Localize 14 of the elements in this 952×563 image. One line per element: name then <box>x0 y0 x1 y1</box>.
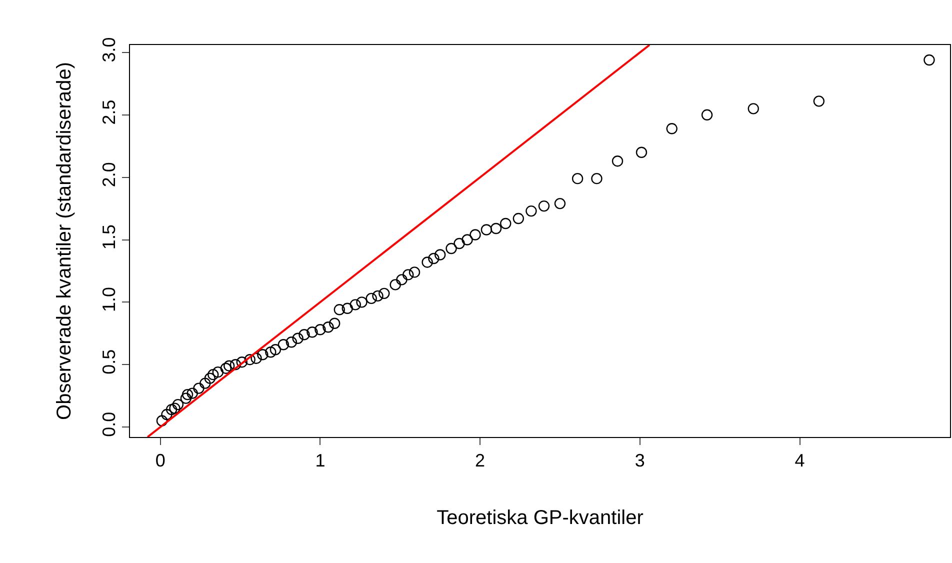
y-tick-label: 2.0 <box>98 162 119 188</box>
x-tick-label: 4 <box>794 450 805 471</box>
y-tick-label: 0.0 <box>98 412 119 437</box>
x-axis-title: Teoretiska GP-kvantiler <box>436 507 644 530</box>
y-tick-label: 0.5 <box>98 349 119 374</box>
y-tick-label: 1.0 <box>98 286 119 312</box>
x-tick-label: 0 <box>155 450 166 471</box>
y-tick-label: 1.5 <box>98 224 119 250</box>
x-tick-label: 1 <box>315 450 326 471</box>
x-tick-label: 3 <box>634 450 645 471</box>
y-tick-label: 2.5 <box>98 100 119 125</box>
y-tick-label: 3.0 <box>98 37 119 62</box>
x-tick-label: 2 <box>475 450 486 471</box>
y-axis-title: Observerade kvantiler (standardiserade) <box>53 62 76 420</box>
